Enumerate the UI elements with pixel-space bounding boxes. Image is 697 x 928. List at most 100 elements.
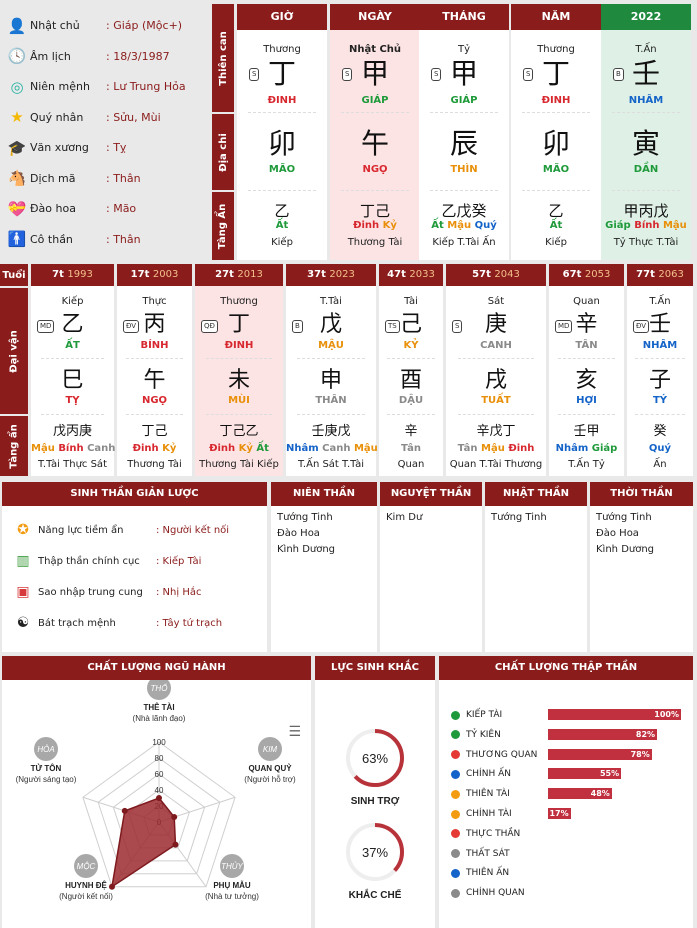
divider [247, 112, 317, 113]
dai-van-year: 2063 [658, 269, 684, 280]
dai-van-column[interactable]: 77t 2063 T.Ấn ĐV 壬 NHÂM 子 TÝ 癸 Quý Ấn [627, 264, 693, 476]
dai-van-age: 27t [215, 269, 234, 280]
hidden-element-name: Quý [474, 220, 497, 231]
dai-van-age: 57t [472, 269, 491, 280]
info-value: : Giáp (Mộc+) [106, 19, 183, 32]
thap-than-row: CHÍNH TÀI [451, 807, 566, 821]
than-list: Tướng Tinh [485, 506, 587, 526]
divider [126, 358, 183, 359]
divider [296, 358, 366, 359]
element-circle-label: KIM [263, 745, 278, 754]
dai-van-hidden-label: Thương Tài [127, 459, 182, 470]
thap-than-row: CHÍNH ẤN [451, 767, 566, 781]
dai-van-ten-god: Quan [573, 296, 600, 307]
horse-icon: 🐴 [7, 169, 27, 187]
element-circle-label: HỎA [37, 745, 54, 754]
dai-van-column[interactable]: 57t 2043 Sát S 庚 CANH 戌 TUẤT 辛戊丁 Tân Mậu Đinh Qua… [446, 264, 546, 476]
pillar-can-glyph: 丁 [267, 57, 296, 90]
info-panel: 👤 Nhật chủ: Giáp (Mộc+) 🕓 Âm lịch: 18/3/198… [0, 0, 205, 262]
dai-van-column[interactable]: 47t 2033 Tài TS 己 KỶ 酉 DẬU 辛 Tân Quan [379, 264, 443, 476]
clock-icon: 🕓 [7, 47, 27, 65]
pillar-can-glyph: 丁 [541, 57, 570, 90]
hidden-element-name: Đinh [132, 443, 159, 454]
element-circle-label: MỘC [77, 862, 96, 871]
pillar-chi-name: MÃO [542, 164, 570, 175]
ngu-hanh-panel: CHẤT LƯỢNG NGŨ HÀNH ☰ 100806040200THỔTHÊ… [2, 656, 311, 928]
info-value: : Mão [106, 202, 137, 215]
pillar-can-name: ĐINH [541, 95, 571, 106]
dai-van-badge: ĐV [123, 320, 140, 333]
side-label-dai-van: Đại vận [0, 288, 28, 414]
dai-van-header: 77t 2063 [627, 264, 693, 286]
thap-than-label: THIÊN ẤN [466, 868, 510, 879]
than-item: Kình Dương [277, 544, 336, 555]
pillar-column: GIỜ Thương S 丁 ĐINH 卯 MÃO 乙 Ất Kiếp [237, 4, 327, 260]
info-row: 💝 Đào hoa: Mão [0, 193, 205, 224]
thap-than-panel: CHẤT LƯỢNG THẬP THẦN KIẾP TÀI 100% TỶ KIÊN… [439, 656, 693, 928]
dai-van-ten-god: T.Ấn [649, 296, 671, 307]
dai-van-can-name: ẤT [65, 340, 80, 351]
divider [611, 112, 681, 113]
dai-van-column[interactable]: 17t 2003 Thực ĐV 丙 BÍNH 午 NGỌ 丁己 Đinh Kỷ Thương T… [117, 264, 192, 476]
sinh-than-row: ✪ Năng lực tiềm ẩn: Người kết nối [14, 522, 229, 538]
dai-van-chi-name: TÝ [652, 395, 668, 406]
thap-than-row: KIẾP TÀI [451, 708, 566, 722]
hidden-element-name: Bính [58, 443, 84, 454]
hidden-element-name: Mậu [31, 443, 55, 454]
hidden-element-name: Giáp [605, 220, 631, 231]
info-row: ◎ Niên mệnh: Lư Trung Hỏa [0, 71, 205, 102]
pillar-hidden-names: Ất [237, 220, 327, 231]
divider [340, 190, 410, 191]
sinh-than-title: SINH THẦN GIẢN LƯỢC [2, 482, 267, 506]
thap-than-dot [451, 868, 460, 878]
radar-chart: 100806040200THỔTHÊ TÀI(Nhà lãnh đạo)KIMQ… [16, 680, 296, 901]
divider [205, 414, 273, 415]
dai-van-year: 2033 [409, 269, 435, 280]
than-column: NHẬT THẦN Tướng Tinh [485, 482, 587, 652]
dai-van-badge: MD [555, 320, 573, 333]
element-circle [220, 854, 244, 878]
dai-van-age: 37t [307, 269, 326, 280]
dai-van-can-name: CANH [480, 340, 512, 351]
dai-van-column[interactable]: 67t 2053 Quan MD 辛 TÂN 亥 HỢI 壬甲 Nhâm Giáp T.Ấn Tỷ [549, 264, 624, 476]
donut-label: SINH TRỢ [351, 796, 400, 807]
pillar-hidden-label: Thương Tài [347, 237, 403, 248]
pillar-column: NGÀY Nhật Chủ S 甲 GIÁP 午 NGỌ 丁己 Đinh Kỷ Thương Tà… [330, 4, 420, 260]
info-row: 🐴 Dịch mã: Thân [0, 163, 205, 194]
radar-point [108, 883, 115, 890]
divider [558, 414, 615, 415]
thap-than-row: THƯƠNG QUAN [451, 748, 566, 762]
dai-van-badge: S [452, 320, 463, 333]
pillar-header: THÁNG [419, 4, 509, 30]
hidden-element-name: Canh [87, 443, 116, 454]
dai-van-year: 2023 [329, 269, 355, 280]
thap-than-title: CHẤT LƯỢNG THẬP THẦN [439, 656, 693, 680]
hamburger-menu-icon[interactable]: ☰ [288, 724, 301, 740]
info-label: Dịch mã [30, 171, 76, 185]
dai-van-column[interactable]: 27t 2013 Thương QĐ 丁 ĐINH 未 MÙI 丁己乙 Đinh Kỷ Ất Th… [195, 264, 283, 476]
divider [126, 414, 183, 415]
dai-van-chi-name: THÂN [315, 395, 347, 406]
dai-van-hidden-names: Tân Mậu Đinh [446, 443, 546, 454]
donut-charts: 63% SINH TRỢ 37% KHẮC CHẾ [346, 729, 404, 901]
element-circle [147, 680, 171, 700]
divider [205, 358, 273, 359]
radar-category-label: HUYNH ĐỆ [65, 881, 107, 890]
radar-tick-label: 80 [155, 754, 164, 763]
pillar-hidden-label: Kiếp [545, 237, 567, 248]
than-list: Kim Dư [380, 506, 482, 526]
dai-van-age: 77t [636, 269, 655, 280]
dai-van-header: 37t 2023 [286, 264, 376, 286]
pillar-hidden-names: Ất Mậu Quý [419, 220, 509, 231]
pillar-ten-god: Thương [537, 44, 575, 55]
hidden-element-name: Đinh [508, 443, 535, 454]
hidden-element-name: Kỷ [238, 443, 253, 454]
thap-than-row: THIÊN ẤN [451, 866, 566, 880]
info-row: 👤 Nhật chủ: Giáp (Mộc+) [0, 10, 205, 41]
dai-van-hidden-names: Tân [379, 443, 443, 454]
divider [40, 358, 105, 359]
divider [558, 358, 615, 359]
dai-van-column[interactable]: 37t 2023 T.Tài B 戊 MẬU 申 THÂN 壬庚戊 Nhâm Canh Mậu T… [286, 264, 378, 476]
info-value: : Sửu, Mùi [106, 110, 161, 124]
dai-van-column[interactable]: 7t 1993 Kiếp MD 乙 ẤT 巳 TỴ 戊丙庚 Mậu Bính Canh T.Tài… [31, 264, 116, 476]
